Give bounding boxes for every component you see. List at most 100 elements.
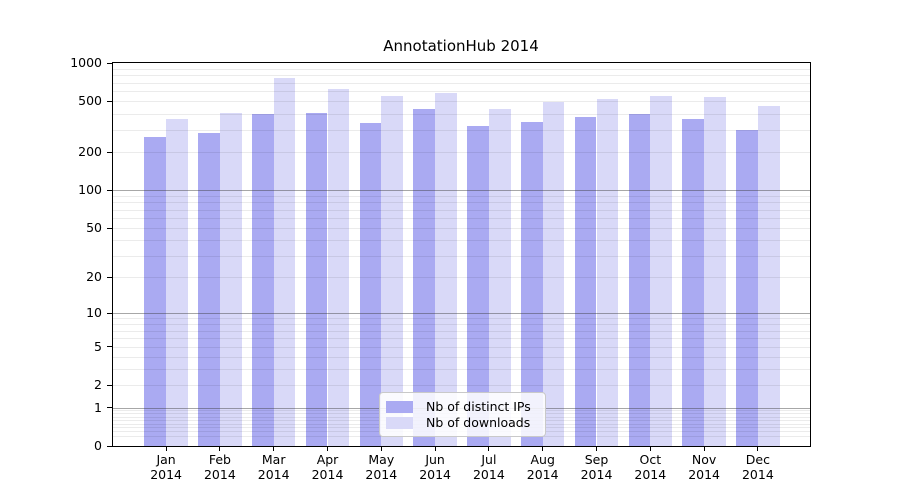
y-tick-label: 2 [94, 377, 102, 393]
x-tick-label: Dec 2014 [728, 452, 788, 482]
bar-distinct-ips [628, 114, 651, 446]
x-tick-label-line: 2014 [688, 467, 720, 482]
legend-entry-downloads: Nb of downloads [386, 415, 537, 430]
x-tick-label-line: 2014 [580, 467, 613, 482]
minor-gridline [113, 209, 810, 211]
x-tick-label-line: 2014 [150, 467, 182, 482]
minor-gridline [113, 277, 810, 279]
y-tick [107, 151, 113, 153]
x-tick-label-line: 2014 [526, 467, 559, 482]
x-tick-label: Sep 2014 [567, 452, 627, 482]
minor-gridline [113, 152, 810, 153]
x-tick-label-line: Mar [261, 452, 286, 467]
x-tick-label-line: Jul [481, 452, 497, 467]
legend: Nb of distinct IPs Nb of downloads [379, 392, 546, 437]
y-tick-label: 200 [78, 144, 102, 159]
x-tick-label: Aug 2014 [513, 452, 573, 482]
x-tick-label-line: May [368, 452, 395, 467]
x-tick-label-line: Feb [208, 452, 231, 467]
bar-downloads [381, 95, 404, 446]
x-tick [488, 446, 490, 451]
x-tick-label-line: 2014 [257, 467, 290, 482]
x-tick [327, 446, 328, 451]
bar-distinct-ips [520, 121, 543, 446]
x-tick-label-line: 2014 [311, 467, 344, 482]
x-tick-label-line: Jun [425, 452, 445, 467]
x-tick-label-line: 2014 [203, 467, 236, 482]
x-tick-label-line: Sep [584, 452, 609, 467]
y-tick [107, 407, 113, 409]
minor-gridline [113, 240, 810, 242]
minor-gridline [113, 346, 810, 348]
x-tick-label-line: 2014 [365, 467, 398, 482]
bar-distinct-ips [413, 109, 436, 446]
x-tick [434, 446, 436, 451]
bar-distinct-ips [305, 112, 328, 446]
x-tick-label-line: 2014 [634, 467, 667, 482]
x-tick-label-line: Oct [639, 452, 662, 467]
minor-gridline [113, 369, 810, 371]
x-tick-label-line: Nov [691, 452, 717, 467]
minor-gridline [113, 324, 810, 326]
bar-downloads [273, 77, 296, 446]
y-tick [107, 100, 113, 102]
y-tick [107, 189, 113, 191]
legend-label: Nb of distinct IPs [426, 399, 531, 414]
x-tick-label: Mar 2014 [244, 452, 304, 482]
minor-gridline [113, 255, 810, 257]
legend-swatch [386, 400, 413, 413]
x-tick [219, 446, 221, 451]
bar-distinct-ips [198, 132, 220, 446]
x-tick-label-line: Apr [316, 452, 339, 467]
minor-gridline [113, 82, 810, 84]
bar-distinct-ips [736, 130, 758, 446]
bar-downloads [219, 113, 242, 446]
x-tick-label: Jul 2014 [459, 452, 519, 482]
bar-distinct-ips [251, 114, 274, 446]
y-tick [107, 346, 113, 348]
minor-gridline [113, 318, 810, 320]
x-tick [757, 446, 759, 451]
y-tick-label: 1000 [70, 55, 102, 70]
bar-distinct-ips [682, 119, 705, 446]
x-tick [542, 446, 544, 451]
major-gridline [113, 190, 810, 192]
minor-gridline [113, 228, 810, 230]
bar-downloads [596, 98, 619, 446]
x-tick [649, 446, 651, 451]
x-tick [596, 446, 597, 451]
minor-gridline [113, 202, 810, 204]
y-tick [107, 384, 113, 386]
bar-downloads [488, 109, 511, 446]
y-tick [107, 62, 113, 64]
y-tick-label: 5 [94, 338, 102, 354]
plot-area [112, 62, 811, 447]
y-tick [107, 445, 113, 447]
x-tick-label-line: 2014 [741, 467, 774, 482]
y-tick-label: 20 [86, 269, 102, 285]
bar-downloads [704, 97, 726, 446]
minor-gridline [113, 338, 810, 340]
minor-gridline [113, 356, 810, 358]
y-tick-label: 1 [94, 399, 102, 415]
bar-downloads [650, 95, 673, 446]
minor-gridline [113, 75, 810, 77]
y-tick-label: 10 [86, 305, 102, 321]
major-gridline [113, 313, 810, 315]
bar-downloads [327, 88, 350, 446]
y-tick-label: 100 [78, 182, 102, 198]
minor-gridline [113, 195, 810, 197]
x-tick-label-line: 2014 [472, 467, 505, 482]
minor-gridline [113, 68, 810, 70]
minor-gridline [113, 91, 810, 93]
minor-gridline [113, 385, 810, 387]
x-tick-label-line: 2014 [419, 467, 451, 482]
bar-downloads [542, 102, 565, 446]
y-tick [107, 312, 113, 314]
minor-gridline [113, 218, 810, 220]
y-tick-label: 50 [86, 220, 102, 236]
x-tick-label: Jun 2014 [405, 452, 465, 482]
bar-downloads [166, 119, 188, 446]
x-tick [380, 446, 382, 451]
x-tick-label: Nov 2014 [674, 452, 734, 482]
